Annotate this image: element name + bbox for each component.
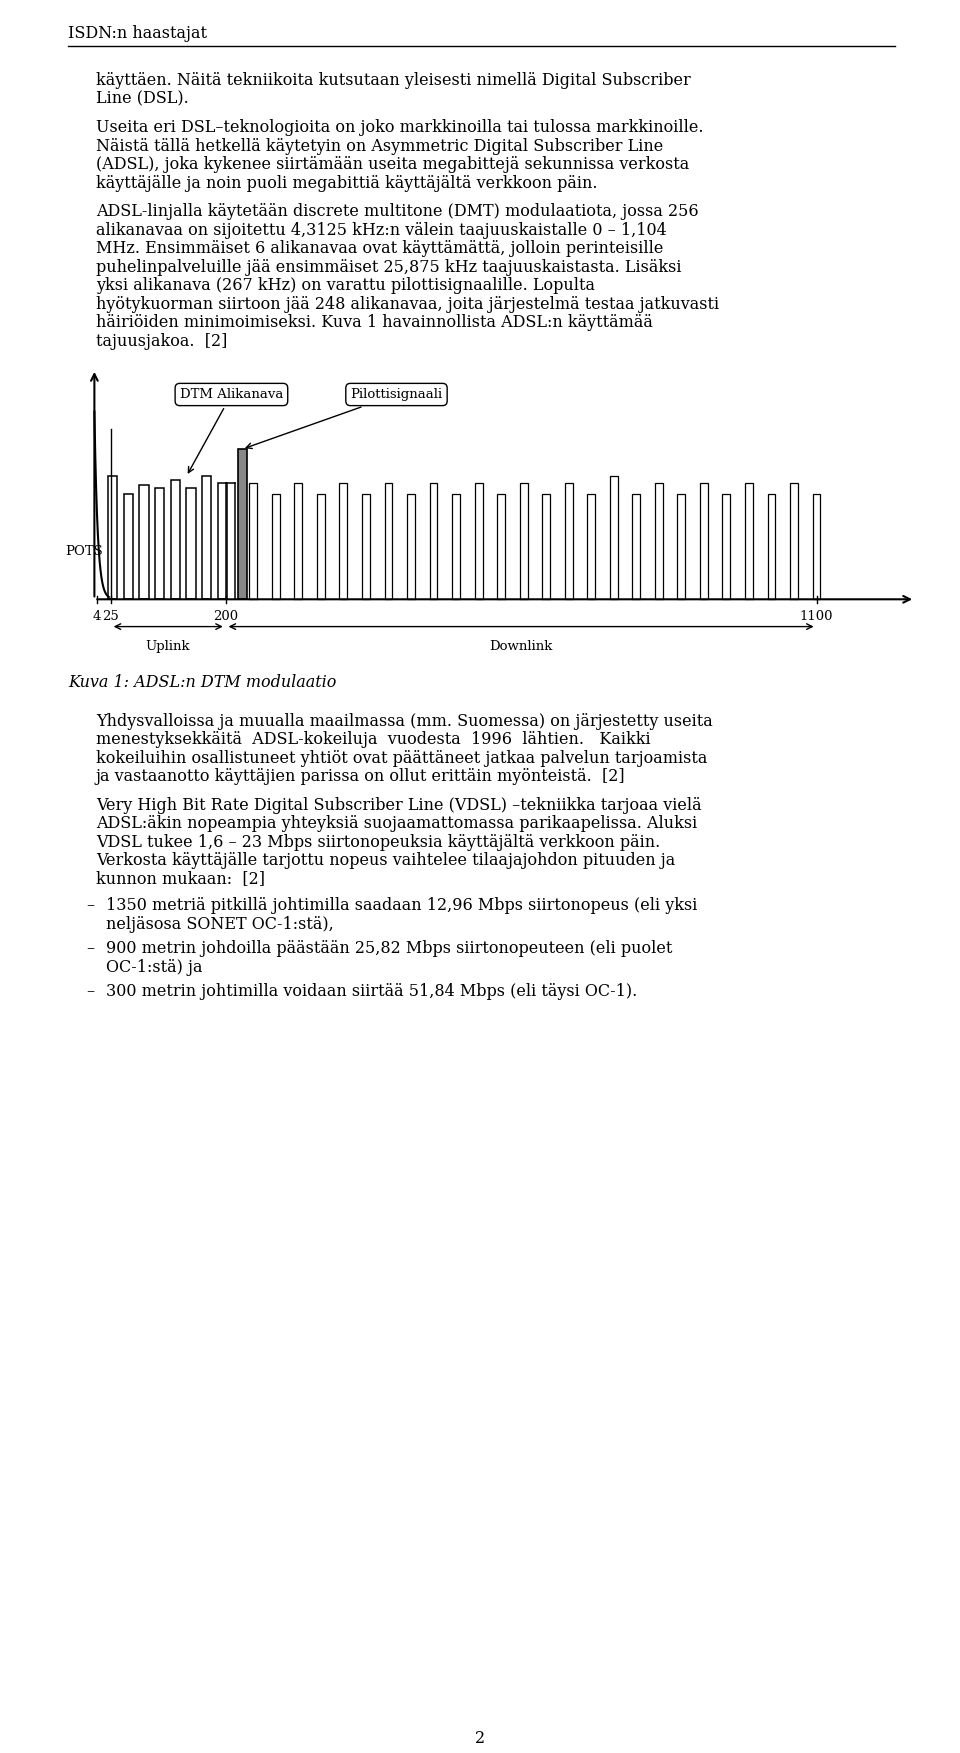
Text: 2: 2 xyxy=(475,1730,485,1748)
Text: Uplink: Uplink xyxy=(146,640,190,654)
Bar xyxy=(542,494,550,600)
Text: 4: 4 xyxy=(93,610,101,622)
Text: OC-1:stä) ja: OC-1:stä) ja xyxy=(106,959,203,975)
Text: ja vastaanotto käyttäjien parissa on ollut erittäin myönteistä.  [2]: ja vastaanotto käyttäjien parissa on oll… xyxy=(96,768,626,785)
Text: menestyksekkäitä  ADSL-kokeiluja  vuodesta  1996  lähtien.   Kaikki: menestyksekkäitä ADSL-kokeiluja vuodesta… xyxy=(96,731,651,749)
Bar xyxy=(790,484,798,600)
Text: Verkosta käyttäjälle tarjottu nopeus vaihtelee tilaajajohdon pituuden ja: Verkosta käyttäjälle tarjottu nopeus vai… xyxy=(96,852,675,869)
Text: 900 metrin johdoilla päästään 25,82 Mbps siirtonopeuteen (eli puolet: 900 metrin johdoilla päästään 25,82 Mbps… xyxy=(106,940,672,957)
Text: Very High Bit Rate Digital Subscriber Line (VDSL) –tekniikka tarjoaa vielä: Very High Bit Rate Digital Subscriber Li… xyxy=(96,796,702,813)
Bar xyxy=(452,494,460,600)
Bar xyxy=(237,449,247,600)
Bar xyxy=(474,484,483,600)
Text: käyttäjälle ja noin puoli megabittiä käyttäjältä verkkoon päin.: käyttäjälle ja noin puoli megabittiä käy… xyxy=(96,175,597,191)
Bar xyxy=(655,484,662,600)
Text: –: – xyxy=(86,983,94,999)
Bar xyxy=(108,477,117,600)
Text: DTM Alikanava: DTM Alikanava xyxy=(180,387,283,473)
Text: ADSL-linjalla käytetään discrete multitone (DMT) modulaatiota, jossa 256: ADSL-linjalla käytetään discrete multito… xyxy=(96,203,699,219)
Text: puhelinpalveluille jää ensimmäiset 25,875 kHz taajuuskaistasta. Lisäksi: puhelinpalveluille jää ensimmäiset 25,87… xyxy=(96,258,682,275)
Bar xyxy=(362,494,370,600)
Text: yksi alikanava (267 kHz) on varattu pilottisignaalille. Lopulta: yksi alikanava (267 kHz) on varattu pilo… xyxy=(96,277,595,295)
Text: 1350 metriä pitkillä johtimilla saadaan 12,96 Mbps siirtonopeus (eli yksi: 1350 metriä pitkillä johtimilla saadaan … xyxy=(106,898,697,913)
Text: ADSL:äkin nopeampia yhteyksiä suojaamattomassa parikaapelissa. Aluksi: ADSL:äkin nopeampia yhteyksiä suojaamatt… xyxy=(96,815,697,833)
Bar xyxy=(171,480,180,600)
Text: –: – xyxy=(86,898,94,913)
Text: hyötykuorman siirtoon jää 248 alikanavaa, joita järjestelmä testaa jatkuvasti: hyötykuorman siirtoon jää 248 alikanavaa… xyxy=(96,296,719,312)
Text: käyttäen. Näitä tekniikoita kutsutaan yleisesti nimellä Digital Subscriber: käyttäen. Näitä tekniikoita kutsutaan yl… xyxy=(96,72,691,89)
Bar xyxy=(385,484,393,600)
Bar xyxy=(124,494,133,600)
Text: alikanavaa on sijoitettu 4,3125 kHz:n välein taajuuskaistalle 0 – 1,104: alikanavaa on sijoitettu 4,3125 kHz:n vä… xyxy=(96,221,667,238)
Text: –: – xyxy=(86,940,94,957)
Bar xyxy=(497,494,505,600)
Text: ISDN:n haastajat: ISDN:n haastajat xyxy=(68,25,207,42)
Bar xyxy=(812,494,821,600)
Text: neljäsosa SONET OC-1:stä),: neljäsosa SONET OC-1:stä), xyxy=(106,915,334,933)
Text: Yhdysvalloissa ja muualla maailmassa (mm. Suomessa) on järjestetty useita: Yhdysvalloissa ja muualla maailmassa (mm… xyxy=(96,712,712,729)
Text: VDSL tukee 1,6 – 23 Mbps siirtonopeuksia käyttäjältä verkkoon päin.: VDSL tukee 1,6 – 23 Mbps siirtonopeuksia… xyxy=(96,833,660,850)
Text: POTS: POTS xyxy=(65,545,103,557)
Bar xyxy=(340,484,348,600)
Bar xyxy=(156,489,164,600)
Text: kokeiluihin osallistuneet yhtiöt ovat päättäneet jatkaa palvelun tarjoamista: kokeiluihin osallistuneet yhtiöt ovat pä… xyxy=(96,750,708,766)
Text: 300 metrin johtimilla voidaan siirtää 51,84 Mbps (eli täysi OC-1).: 300 metrin johtimilla voidaan siirtää 51… xyxy=(106,983,637,999)
Bar xyxy=(429,484,438,600)
Bar xyxy=(723,494,731,600)
Bar xyxy=(203,477,211,600)
Bar xyxy=(317,494,324,600)
Text: Useita eri DSL–teknologioita on joko markkinoilla tai tulossa markkinoille.: Useita eri DSL–teknologioita on joko mar… xyxy=(96,119,704,137)
Bar xyxy=(272,494,279,600)
Text: Kuva 1: ADSL:n DTM modulaatio: Kuva 1: ADSL:n DTM modulaatio xyxy=(68,673,336,691)
Bar xyxy=(407,494,415,600)
Text: 1100: 1100 xyxy=(800,610,833,622)
Text: 25: 25 xyxy=(103,610,119,622)
Bar xyxy=(295,484,302,600)
Text: häiriöiden minimoimiseksi. Kuva 1 havainnollista ADSL:n käyttämää: häiriöiden minimoimiseksi. Kuva 1 havain… xyxy=(96,314,653,331)
Text: tajuusjakoa.  [2]: tajuusjakoa. [2] xyxy=(96,333,228,349)
Bar xyxy=(633,494,640,600)
Text: 200: 200 xyxy=(213,610,238,622)
Bar xyxy=(768,494,776,600)
Bar xyxy=(186,489,196,600)
Bar xyxy=(564,484,572,600)
Text: MHz. Ensimmäiset 6 alikanavaa ovat käyttämättä, jolloin perinteisille: MHz. Ensimmäiset 6 alikanavaa ovat käytt… xyxy=(96,240,663,258)
Text: Downlink: Downlink xyxy=(490,640,553,654)
Text: Pilottisignaali: Pilottisignaali xyxy=(246,387,443,449)
Bar xyxy=(610,477,617,600)
Bar xyxy=(588,494,595,600)
Text: kunnon mukaan:  [2]: kunnon mukaan: [2] xyxy=(96,871,265,887)
Bar xyxy=(678,494,685,600)
Bar xyxy=(250,484,257,600)
Text: (ADSL), joka kykenee siirtämään useita megabittejä sekunnissa verkosta: (ADSL), joka kykenee siirtämään useita m… xyxy=(96,156,689,174)
Text: Näistä tällä hetkellä käytetyin on Asymmetric Digital Subscriber Line: Näistä tällä hetkellä käytetyin on Asymm… xyxy=(96,137,663,154)
Bar xyxy=(218,484,227,600)
Bar xyxy=(700,484,708,600)
Bar xyxy=(519,484,528,600)
Bar xyxy=(745,484,753,600)
Bar xyxy=(139,486,149,600)
Text: Line (DSL).: Line (DSL). xyxy=(96,91,189,107)
